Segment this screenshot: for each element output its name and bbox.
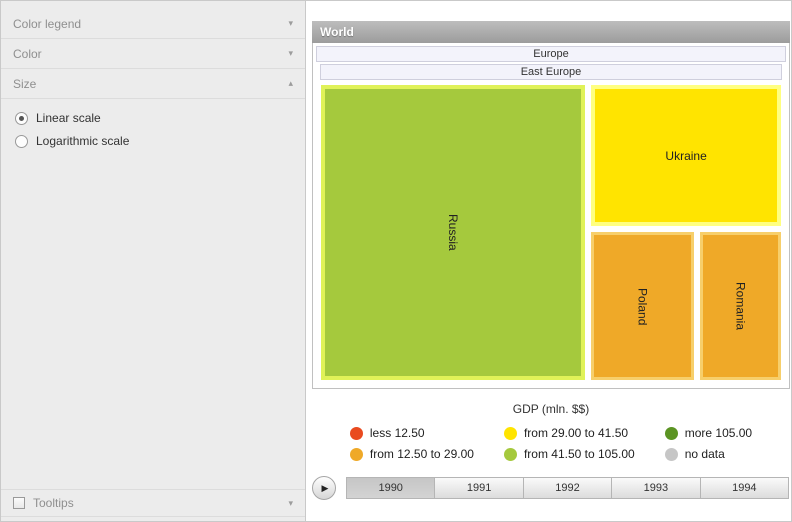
checkbox-icon[interactable]	[13, 497, 25, 509]
size-panel-body: Linear scale Logarithmic scale	[1, 99, 305, 167]
treemap-right-column: Ukraine Poland Romania	[591, 85, 781, 380]
legend-item: more 105.00	[664, 426, 753, 440]
legend-dot-yellow-icon	[503, 426, 517, 440]
panel-tooltips[interactable]: Tooltips ▾	[1, 489, 305, 517]
legend-dot-red-icon	[349, 426, 363, 440]
treemap-root-header[interactable]: World	[312, 21, 790, 43]
play-icon: ▶	[321, 482, 329, 493]
panel-color-legend-label: Color legend	[13, 16, 82, 31]
legend-item: from 41.50 to 105.00	[503, 447, 635, 461]
treemap-cell-russia[interactable]: Russia	[321, 85, 586, 380]
legend-dot-orange-icon	[349, 447, 363, 461]
year-buttons: 1990 1991 1992 1993 1994	[346, 477, 790, 499]
treemap-cell-poland[interactable]: Poland	[591, 232, 694, 380]
legend-item: from 29.00 to 41.50	[503, 426, 635, 440]
legend-dot-yellow-green-icon	[503, 447, 517, 461]
legend-dot-dark-green-icon	[664, 426, 678, 440]
year-button-1993[interactable]: 1993	[612, 477, 701, 499]
legend-dot-gray-icon	[664, 447, 678, 461]
cell-label-poland: Poland	[635, 287, 650, 325]
panel-size-label: Size	[13, 76, 37, 91]
chevron-down-icon: ▾	[288, 497, 293, 508]
legend-item: less 12.50	[349, 426, 474, 440]
treemap-bottom-row: Poland Romania	[591, 232, 781, 380]
cell-label-ukraine: Ukraine	[665, 148, 707, 163]
legend-item-label: no data	[684, 447, 725, 461]
panel-color[interactable]: Color ▾	[1, 39, 305, 69]
legend-item: from 12.50 to 29.00	[349, 447, 474, 461]
chevron-down-icon: ▾	[288, 18, 293, 28]
cell-label-romania: Romania	[733, 282, 748, 331]
radio-linear-scale-label: Linear scale	[36, 111, 101, 125]
panel-size[interactable]: Size ▴	[1, 69, 305, 99]
treemap-group-east-europe[interactable]: East Europe	[320, 64, 782, 80]
legend-item-label: from 29.00 to 41.50	[523, 426, 629, 440]
legend-grid: less 12.50 from 29.00 to 41.50 more 105.…	[312, 426, 790, 461]
year-button-1994[interactable]: 1994	[700, 477, 790, 499]
panel-color-legend[interactable]: Color legend ▾	[1, 9, 305, 39]
legend-item-label: less 12.50	[369, 426, 425, 440]
treemap-cells: Russia Ukraine Poland Romania	[315, 82, 787, 386]
panel-tooltips-label: Tooltips	[33, 496, 74, 510]
panel-color-label: Color	[13, 46, 42, 61]
treemap-cell-ukraine[interactable]: Ukraine	[591, 85, 781, 227]
legend-item-label: from 41.50 to 105.00	[523, 447, 635, 461]
treemap-cell-romania[interactable]: Romania	[699, 232, 781, 380]
radio-logarithmic-scale-label: Logarithmic scale	[36, 134, 130, 148]
legend-item-label: from 12.50 to 29.00	[369, 447, 474, 461]
year-button-1992[interactable]: 1992	[523, 477, 613, 499]
radio-unselected-icon	[15, 134, 28, 148]
radio-linear-scale[interactable]: Linear scale	[15, 111, 291, 125]
legend-title: GDP (mln. $$)	[512, 402, 590, 416]
legend-item-label: more 105.00	[684, 426, 753, 440]
cell-label-russia: Russia	[446, 214, 461, 251]
legend: GDP (mln. $$) less 12.50 from 29.00 to 4…	[312, 402, 790, 461]
main-panel: World Europe East Europe Russia Ukraine …	[306, 1, 791, 521]
year-button-1990[interactable]: 1990	[346, 477, 436, 499]
timeline: ▶ 1990 1991 1992 1993 1994	[312, 476, 790, 500]
play-button[interactable]: ▶	[312, 476, 336, 500]
sidebar: Color legend ▾ Color ▾ Size ▴ Linear sca…	[1, 1, 306, 521]
radio-logarithmic-scale[interactable]: Logarithmic scale	[15, 134, 291, 148]
year-button-1991[interactable]: 1991	[435, 477, 524, 499]
treemap-group-europe[interactable]: Europe	[316, 46, 786, 62]
treemap: Europe East Europe Russia Ukraine Poland	[312, 43, 790, 389]
radio-selected-icon	[15, 111, 28, 125]
chevron-up-icon: ▴	[288, 78, 293, 88]
chevron-down-icon: ▾	[288, 48, 293, 58]
legend-item: no data	[664, 447, 752, 461]
